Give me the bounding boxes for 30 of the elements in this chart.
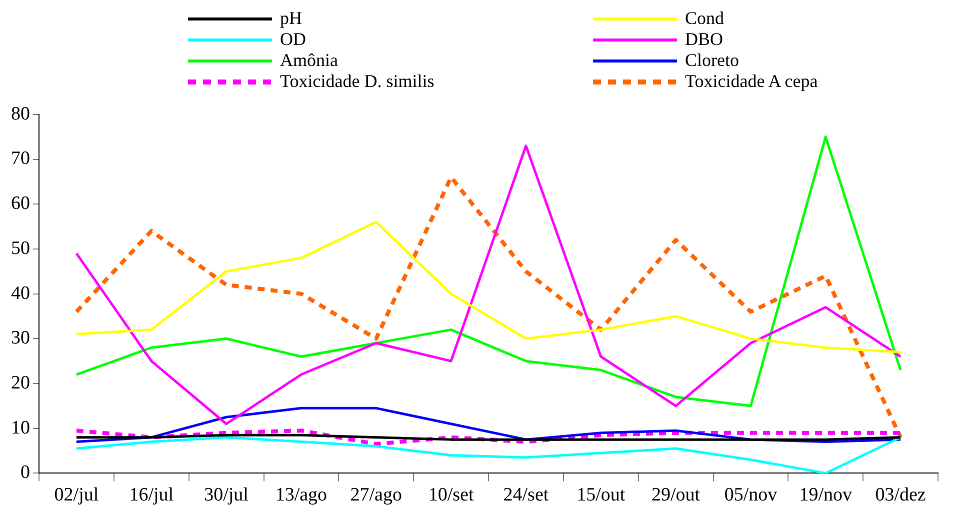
y-tick-label: 40	[11, 282, 30, 304]
y-tick-label: 60	[11, 193, 30, 214]
x-tick-label: 13/ago	[275, 484, 328, 506]
legend-label: Amônia	[280, 50, 338, 71]
legend-label: Toxicidade D. similis	[280, 71, 434, 92]
x-tick-label: 30/jul	[204, 484, 248, 506]
legend-label: Cloreto	[685, 50, 739, 71]
legend-label: Cond	[685, 8, 724, 29]
y-tick-label: 50	[11, 238, 30, 259]
x-tick-label: 16/jul	[129, 484, 174, 506]
x-tick-label: 03/dez	[875, 484, 926, 506]
y-tick-label: 20	[11, 372, 30, 394]
legend-label: OD	[280, 29, 306, 50]
x-tick-label: 24/set	[503, 484, 550, 506]
x-tick-label: 29/out	[652, 484, 701, 506]
x-tick-label: 19/nov	[799, 484, 853, 506]
y-tick-label: 0	[20, 462, 30, 484]
x-tick-label: 10/set	[428, 484, 474, 506]
x-tick-label: 27/ago	[350, 484, 402, 506]
legend-label: Toxicidade A cepa	[685, 71, 818, 92]
x-tick-label: 02/jul	[54, 484, 99, 506]
x-tick-label: 05/nov	[724, 484, 778, 506]
y-tick-label: 30	[11, 328, 30, 349]
legend-label: pH	[280, 8, 302, 29]
legend-label: DBO	[685, 29, 724, 50]
y-tick-label: 80	[11, 103, 30, 124]
x-tick-label: 15/out	[576, 484, 626, 506]
line-series	[74, 428, 903, 446]
y-tick-label: 70	[11, 148, 30, 170]
y-tick-label: 10	[11, 417, 30, 438]
